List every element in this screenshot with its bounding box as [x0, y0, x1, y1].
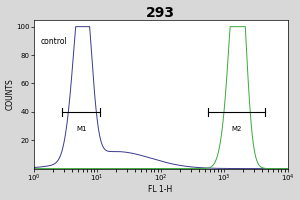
X-axis label: FL 1-H: FL 1-H	[148, 185, 173, 194]
Y-axis label: COUNTS: COUNTS	[6, 78, 15, 110]
Text: control: control	[41, 37, 68, 46]
Text: M2: M2	[232, 126, 242, 132]
Text: M1: M1	[76, 126, 86, 132]
Title: 293: 293	[146, 6, 175, 20]
